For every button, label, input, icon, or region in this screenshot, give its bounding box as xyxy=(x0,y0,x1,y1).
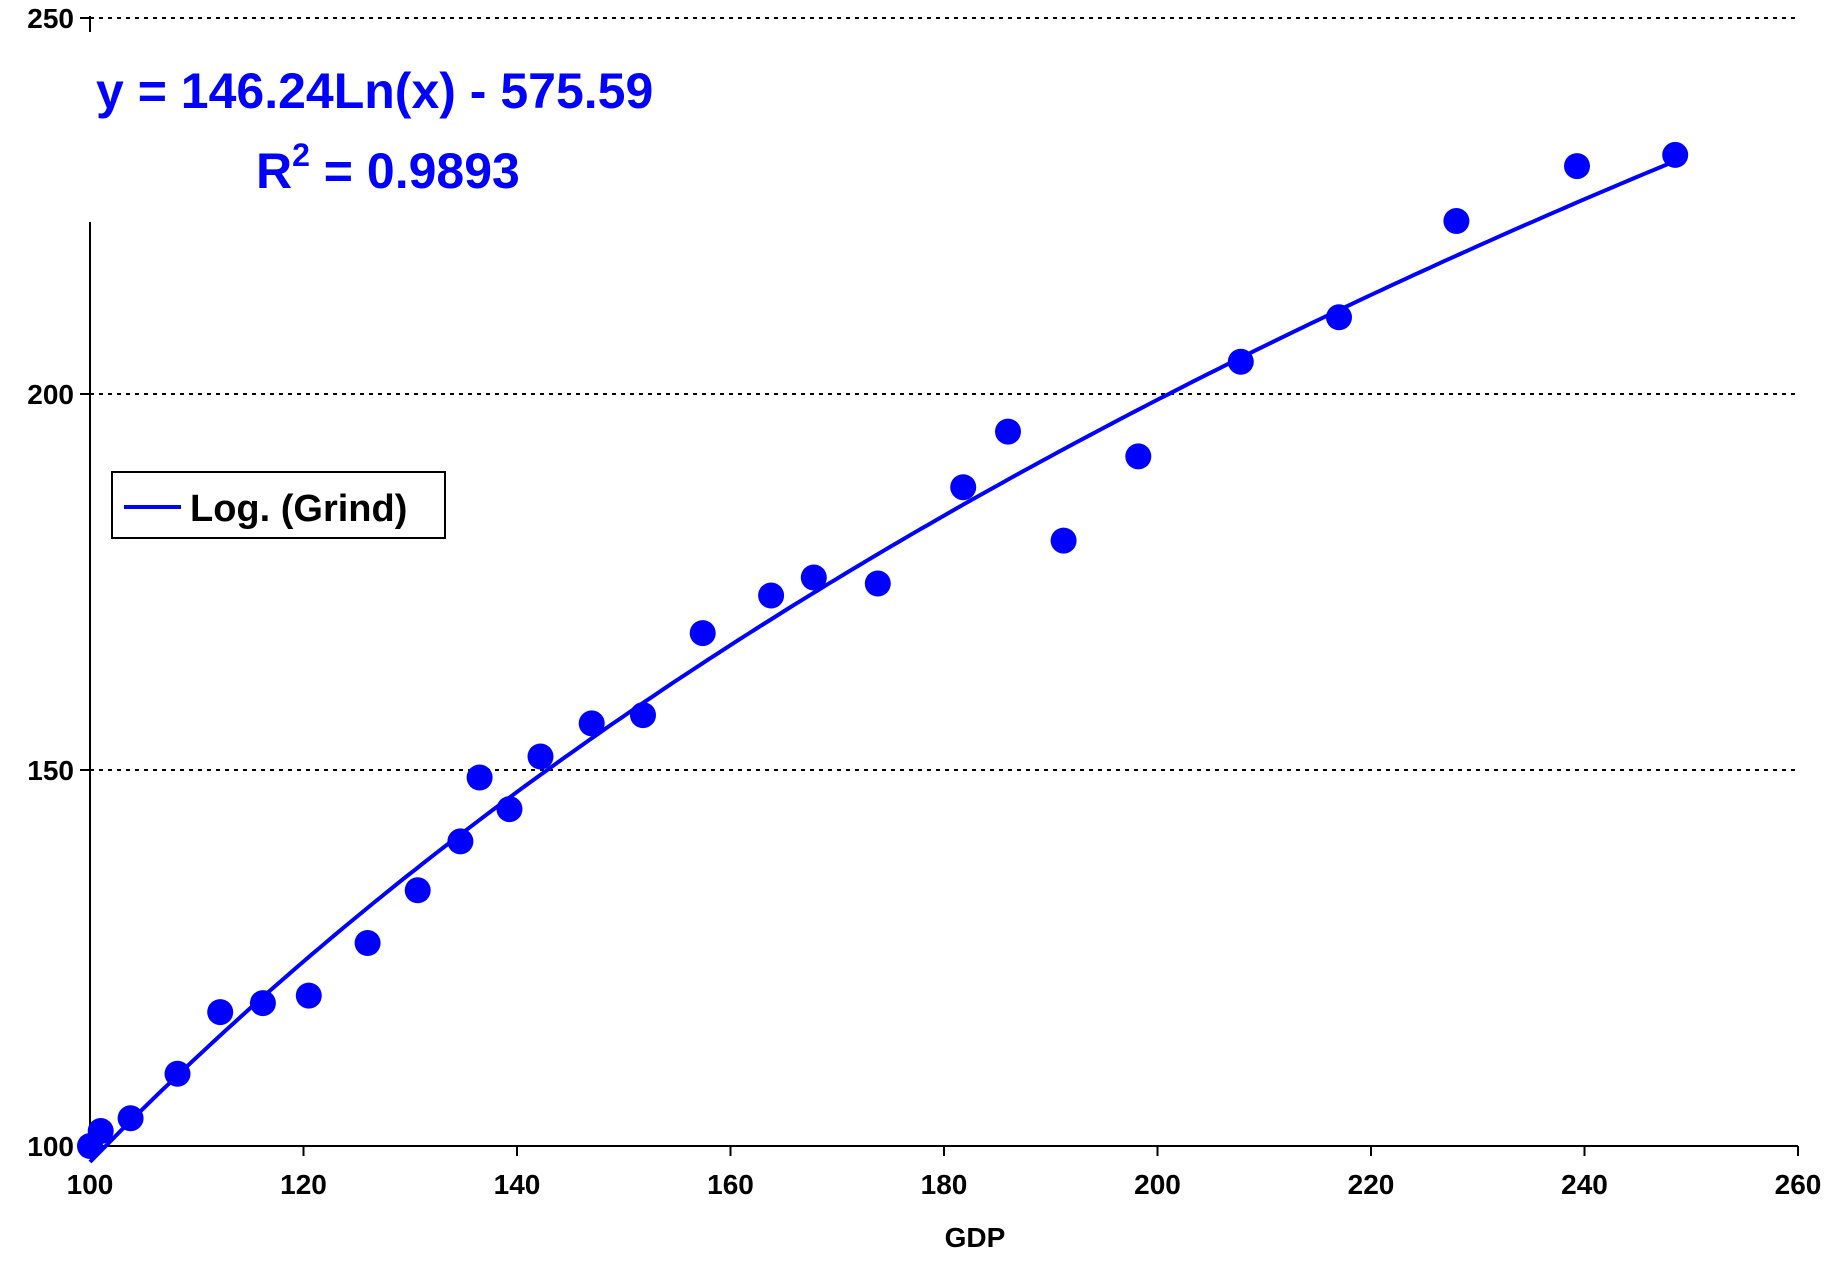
data-point-12 xyxy=(496,796,523,823)
y-tick-label-100: 100 xyxy=(27,1131,74,1162)
trendline xyxy=(88,159,1676,1164)
x-axis-ticks: 100 120 140 160 180 200 220 240 260 xyxy=(67,1146,1822,1200)
x-tick-label-260: 260 xyxy=(1775,1169,1822,1200)
data-point-11 xyxy=(466,764,493,791)
data-point-21 xyxy=(995,418,1021,445)
gridlines xyxy=(90,17,1798,771)
data-point-14 xyxy=(578,710,605,737)
x-tick-label-160: 160 xyxy=(707,1169,754,1200)
data-point-3 xyxy=(117,1105,144,1132)
data-point-25 xyxy=(1326,304,1352,331)
data-point-6 xyxy=(249,990,276,1017)
x-axis-title: GDP xyxy=(945,1222,1006,1253)
legend-label: Log. (Grind) xyxy=(190,488,407,530)
data-point-23 xyxy=(1125,443,1152,470)
r-squared-superscript: 2 xyxy=(292,137,310,173)
data-point-22 xyxy=(1050,527,1077,554)
data-point-13 xyxy=(527,743,554,770)
x-tick-label-220: 220 xyxy=(1348,1169,1395,1200)
data-point-28 xyxy=(1662,141,1689,168)
data-point-17 xyxy=(758,582,785,609)
data-point-18 xyxy=(800,564,827,591)
data-point-8 xyxy=(354,930,381,956)
y-tick-label-250: 250 xyxy=(27,3,74,34)
x-tick-label-140: 140 xyxy=(494,1169,541,1200)
legend: Log. (Grind) xyxy=(111,471,446,539)
x-tick-label-100: 100 xyxy=(67,1169,114,1200)
data-point-15 xyxy=(630,702,656,729)
y-axis-ticks: 100 150 200 250 xyxy=(27,3,90,1162)
trendline-equation: y = 146.24Ln(x) - 575.59 xyxy=(96,63,653,119)
data-point-24 xyxy=(1227,348,1254,375)
data-points xyxy=(77,141,1689,1159)
data-point-9 xyxy=(404,877,431,904)
r-squared-label: R2 = 0.9893 xyxy=(256,137,520,199)
equation-background xyxy=(62,32,722,222)
data-point-7 xyxy=(295,982,322,1009)
data-point-5 xyxy=(207,999,234,1026)
x-tick-label-200: 200 xyxy=(1134,1169,1181,1200)
data-point-20 xyxy=(950,474,977,501)
data-point-4 xyxy=(164,1060,191,1087)
x-tick-label-240: 240 xyxy=(1561,1169,1608,1200)
data-point-19 xyxy=(864,570,891,597)
y-tick-label-150: 150 xyxy=(27,755,74,786)
data-point-2 xyxy=(87,1118,114,1144)
data-point-26 xyxy=(1443,208,1470,234)
x-tick-label-120: 120 xyxy=(280,1169,327,1200)
data-point-10 xyxy=(447,828,474,855)
y-tick-label-200: 200 xyxy=(27,379,74,410)
data-point-27 xyxy=(1564,153,1590,180)
x-tick-label-180: 180 xyxy=(921,1169,968,1200)
data-point-16 xyxy=(689,620,716,647)
